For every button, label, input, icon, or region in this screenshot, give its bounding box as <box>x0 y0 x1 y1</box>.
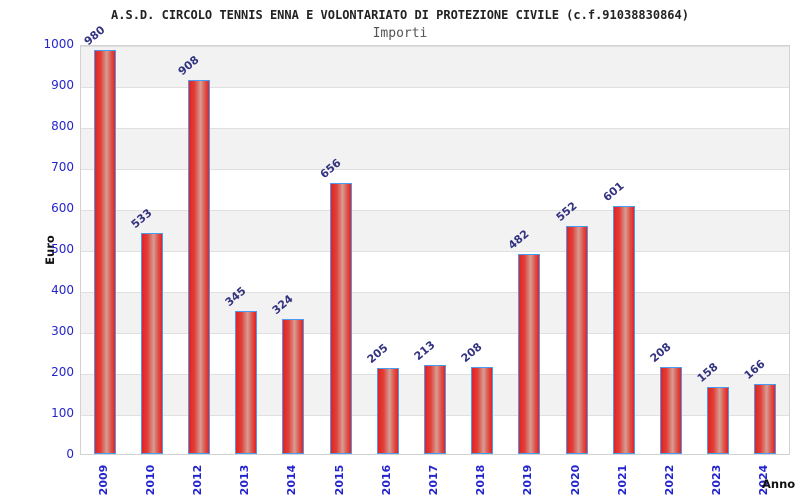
value-label: 908 <box>175 53 202 78</box>
value-label: 552 <box>553 199 580 224</box>
bar-2018 <box>471 367 493 454</box>
y-tick-label: 100 <box>51 406 74 420</box>
plot-area: 980 533 908 345 324 656 205 213 208 482 552 601 208 1… <box>80 23 790 455</box>
x-tick-label: 2020 <box>568 464 582 496</box>
bar-2016 <box>377 368 399 454</box>
value-label: 345 <box>222 284 249 309</box>
bar-2020 <box>566 226 588 454</box>
x-tick-label: 2015 <box>332 464 346 496</box>
chart-title: A.S.D. CIRCOLO TENNIS ENNA E VOLONTARIAT… <box>111 8 689 22</box>
value-label: 482 <box>505 227 532 252</box>
value-label: 158 <box>694 360 721 385</box>
value-label: 324 <box>269 292 296 317</box>
value-label: 213 <box>411 338 438 363</box>
y-tick-label: 900 <box>51 78 74 92</box>
x-tick-label: 2018 <box>474 464 488 496</box>
x-tick-label: 2009 <box>96 464 110 496</box>
y-tick-label: 300 <box>51 324 74 338</box>
x-tick-label: 2022 <box>663 464 676 496</box>
x-tick-label: 2012 <box>191 464 204 496</box>
value-label: 533 <box>128 206 155 231</box>
value-label: 601 <box>600 179 627 204</box>
bar-2021 <box>613 206 635 454</box>
value-label: 205 <box>364 341 391 366</box>
bar-2009 <box>94 50 116 454</box>
x-tick-label: 2010 <box>143 464 157 496</box>
x-tick-label: 2017 <box>427 464 440 496</box>
x-tick-label: 2013 <box>238 464 252 496</box>
x-tick-label: 2021 <box>615 464 629 496</box>
x-tick-label: 2016 <box>379 464 393 496</box>
x-tick-label: 2023 <box>710 464 724 496</box>
bar-2015 <box>330 183 352 454</box>
bar-2017 <box>424 365 446 454</box>
bar-2013 <box>235 311 257 454</box>
value-label: 166 <box>741 357 768 382</box>
y-tick-label: 0 <box>66 447 74 461</box>
y-tick-label: 700 <box>51 160 74 174</box>
bar-2012 <box>188 80 210 454</box>
x-tick-label: 2014 <box>285 464 299 496</box>
y-tick-label: 1000 <box>43 37 74 51</box>
y-tick-label: 400 <box>51 283 74 297</box>
bar-2010 <box>141 233 163 454</box>
value-label: 656 <box>317 156 344 181</box>
y-tick-label: 200 <box>51 365 74 379</box>
chart-subtitle: Importi <box>372 26 428 41</box>
y-tick-label: 500 <box>51 242 74 256</box>
x-tick-label: 2019 <box>521 464 535 496</box>
bar-2024 <box>754 384 776 454</box>
bar-2019 <box>518 254 540 454</box>
value-label: 208 <box>647 340 674 365</box>
bar-2023 <box>707 387 729 454</box>
bar-2022 <box>660 367 682 454</box>
y-tick-label: 600 <box>51 201 74 215</box>
bar-2014 <box>282 319 304 454</box>
value-label: 208 <box>458 340 485 365</box>
x-axis-title: Anno <box>762 477 796 491</box>
y-tick-label: 800 <box>51 119 74 133</box>
